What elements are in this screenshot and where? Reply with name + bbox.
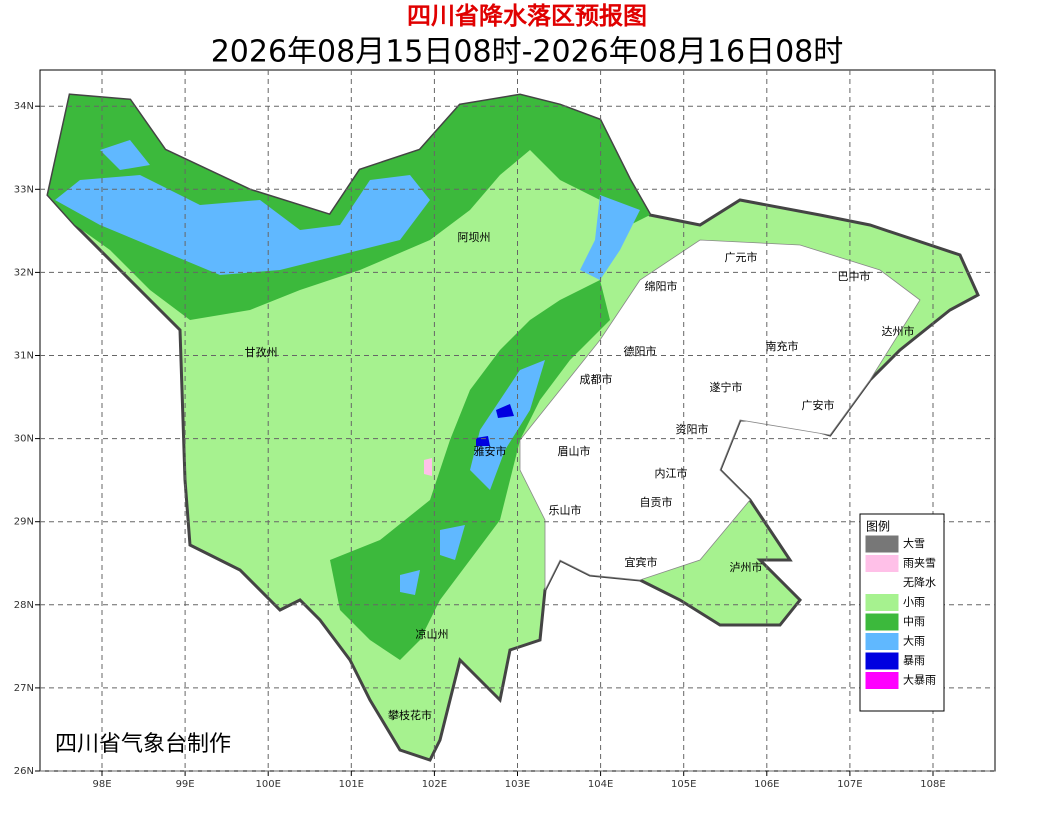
legend-swatch	[865, 535, 899, 553]
legend-swatch	[865, 613, 899, 631]
x-tick-label: 102E	[422, 779, 447, 790]
x-tick-label: 99E	[176, 779, 195, 790]
city-label: 攀枝花市	[388, 708, 432, 722]
map-subtitle: 2026年08月15日08时-2026年08月16日08时	[211, 35, 844, 70]
x-tick-label: 104E	[588, 779, 613, 790]
x-tick-label: 105E	[671, 779, 696, 790]
city-label: 自贡市	[640, 495, 673, 509]
city-label: 眉山市	[558, 444, 591, 458]
legend-title: 图例	[866, 520, 890, 534]
heavy-rain-area	[470, 360, 545, 490]
city-label: 资阳市	[676, 422, 709, 436]
city-label: 绵阳市	[645, 279, 678, 293]
legend-label: 小雨	[903, 596, 925, 609]
legend-swatch	[865, 672, 899, 689]
x-tick-label: 106E	[754, 779, 779, 790]
city-label: 甘孜州	[245, 345, 278, 359]
city-label: 阿坝州	[458, 230, 491, 244]
y-tick-label: 32N	[14, 267, 34, 278]
legend-swatch	[865, 652, 899, 670]
city-label: 泸州市	[730, 560, 763, 574]
city-label: 乐山市	[549, 503, 582, 517]
legend-label: 雨夹雪	[903, 557, 936, 570]
city-label: 内江市	[655, 466, 688, 480]
x-tick-label: 100E	[255, 779, 280, 790]
city-label: 巴中市	[838, 269, 871, 283]
city-label: 雅安市	[474, 444, 507, 458]
heavy-rain-area	[400, 570, 420, 595]
city-label: 凉山州	[416, 627, 449, 641]
city-label: 广元市	[725, 250, 758, 264]
x-tick-label: 107E	[837, 779, 862, 790]
y-tick-label: 30N	[14, 434, 34, 445]
y-tick-label: 29N	[14, 517, 34, 528]
city-label: 遂宁市	[710, 380, 743, 394]
rainstorm-area	[476, 436, 490, 446]
y-tick-label: 28N	[14, 600, 34, 611]
legend-label: 暴雨	[903, 654, 925, 667]
legend-swatch	[865, 594, 899, 611]
legend-label: 无降水	[903, 575, 936, 589]
x-tick-label: 98E	[92, 779, 111, 790]
legend-swatch	[866, 575, 898, 591]
rainstorm-area	[496, 404, 514, 418]
legend-label: 大雪	[903, 536, 925, 550]
city-label: 南充市	[766, 339, 799, 353]
city-label: 广安市	[802, 398, 835, 412]
legend-label: 大雨	[903, 634, 925, 648]
sleet-area	[424, 458, 432, 476]
legend-label: 大暴雨	[903, 673, 936, 687]
legend-swatch	[865, 633, 899, 650]
x-tick-label: 103E	[505, 779, 530, 790]
heavy-rain-area	[100, 140, 150, 170]
city-label: 宜宾市	[625, 555, 658, 569]
heavy-rain-area	[440, 525, 465, 560]
city-label: 成都市	[580, 372, 613, 386]
city-label: 德阳市	[624, 344, 657, 358]
no-rain-area	[519, 239, 921, 591]
heavy-rain-area	[580, 195, 640, 280]
y-tick-label: 31N	[14, 351, 34, 362]
y-tick-label: 33N	[14, 184, 34, 195]
precip-regions	[46, 93, 980, 762]
graticule: 98E 99E 100E 101E 102E 103E 104E 105E 106E 107E 10…	[14, 70, 995, 790]
x-tick-label: 108E	[920, 779, 945, 790]
credit: 四川省气象台制作	[55, 732, 231, 757]
y-tick-label: 27N	[14, 683, 34, 694]
city-label: 达州市	[882, 324, 915, 338]
y-tick-label: 34N	[14, 101, 34, 112]
y-tick-label: 26N	[14, 766, 34, 777]
map-title: 四川省降水落区预报图	[407, 2, 647, 30]
x-tick-label: 101E	[339, 779, 364, 790]
heavy-rain-area	[55, 175, 430, 275]
legend-swatch	[865, 555, 899, 572]
legend-label: 中雨	[903, 615, 925, 628]
